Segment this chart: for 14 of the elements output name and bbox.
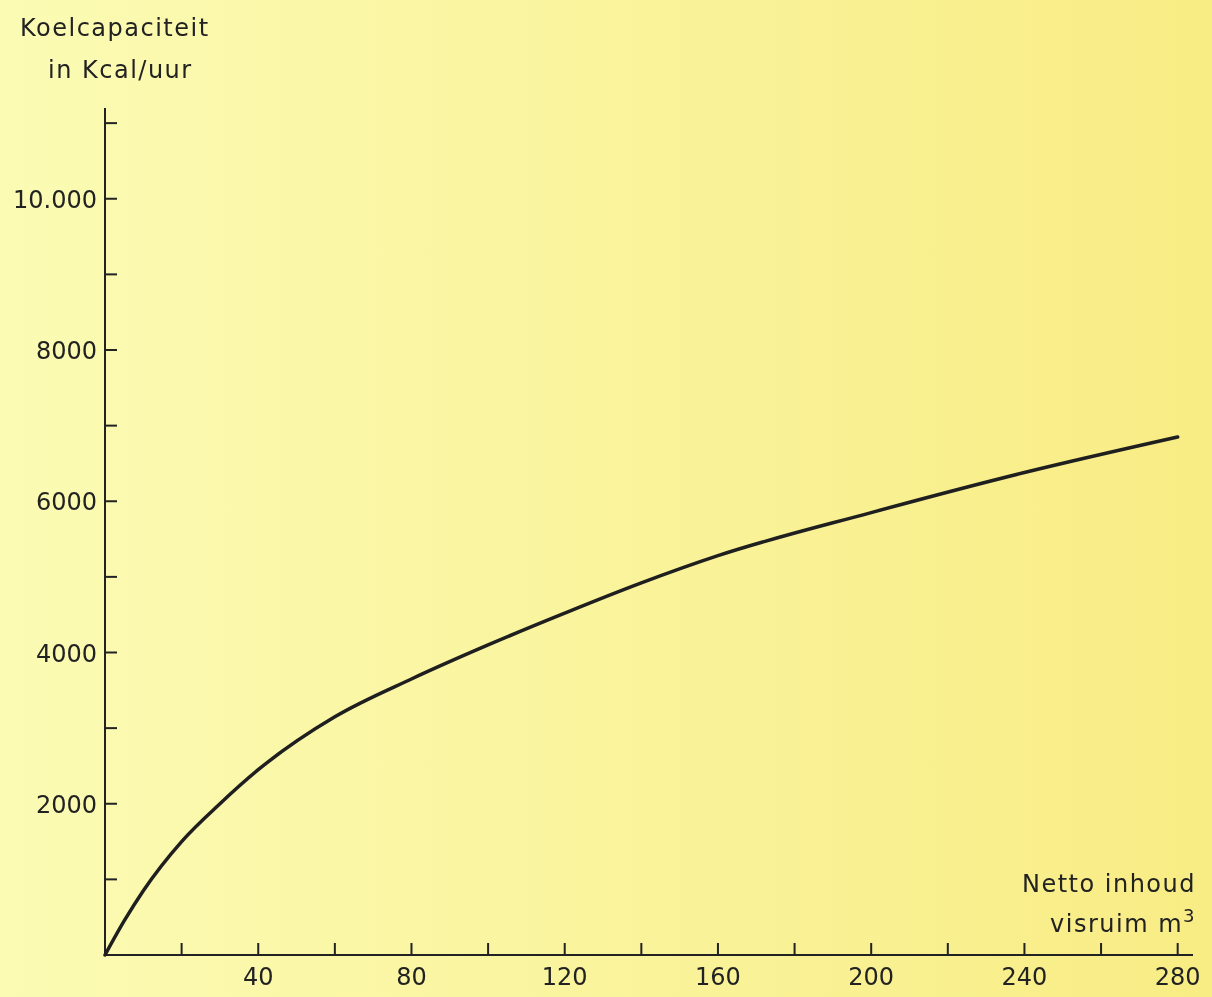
y-tick-label: 8000 <box>35 337 97 365</box>
x-tick-label: 120 <box>541 963 588 991</box>
y-tick-label: 2000 <box>35 790 97 819</box>
x-tick-label: 240 <box>1001 963 1048 991</box>
x-tick-label: 160 <box>695 963 741 991</box>
x-tick-label: 40 <box>242 963 274 991</box>
y-axis-title: Koelcapaciteit in Kcal/uur <box>20 14 210 84</box>
x-tick-label: 200 <box>848 963 895 991</box>
y-tick-label: 10.000 <box>13 185 97 214</box>
x-axis-title: Netto inhoud visruim m$^{3}$ <box>1021 870 1196 938</box>
x-tick-label: 80 <box>396 963 427 991</box>
y-tick-label: 6000 <box>35 488 97 517</box>
y-tick-label: 4000 <box>35 639 97 668</box>
x-tick-label: 280 <box>1154 963 1201 991</box>
